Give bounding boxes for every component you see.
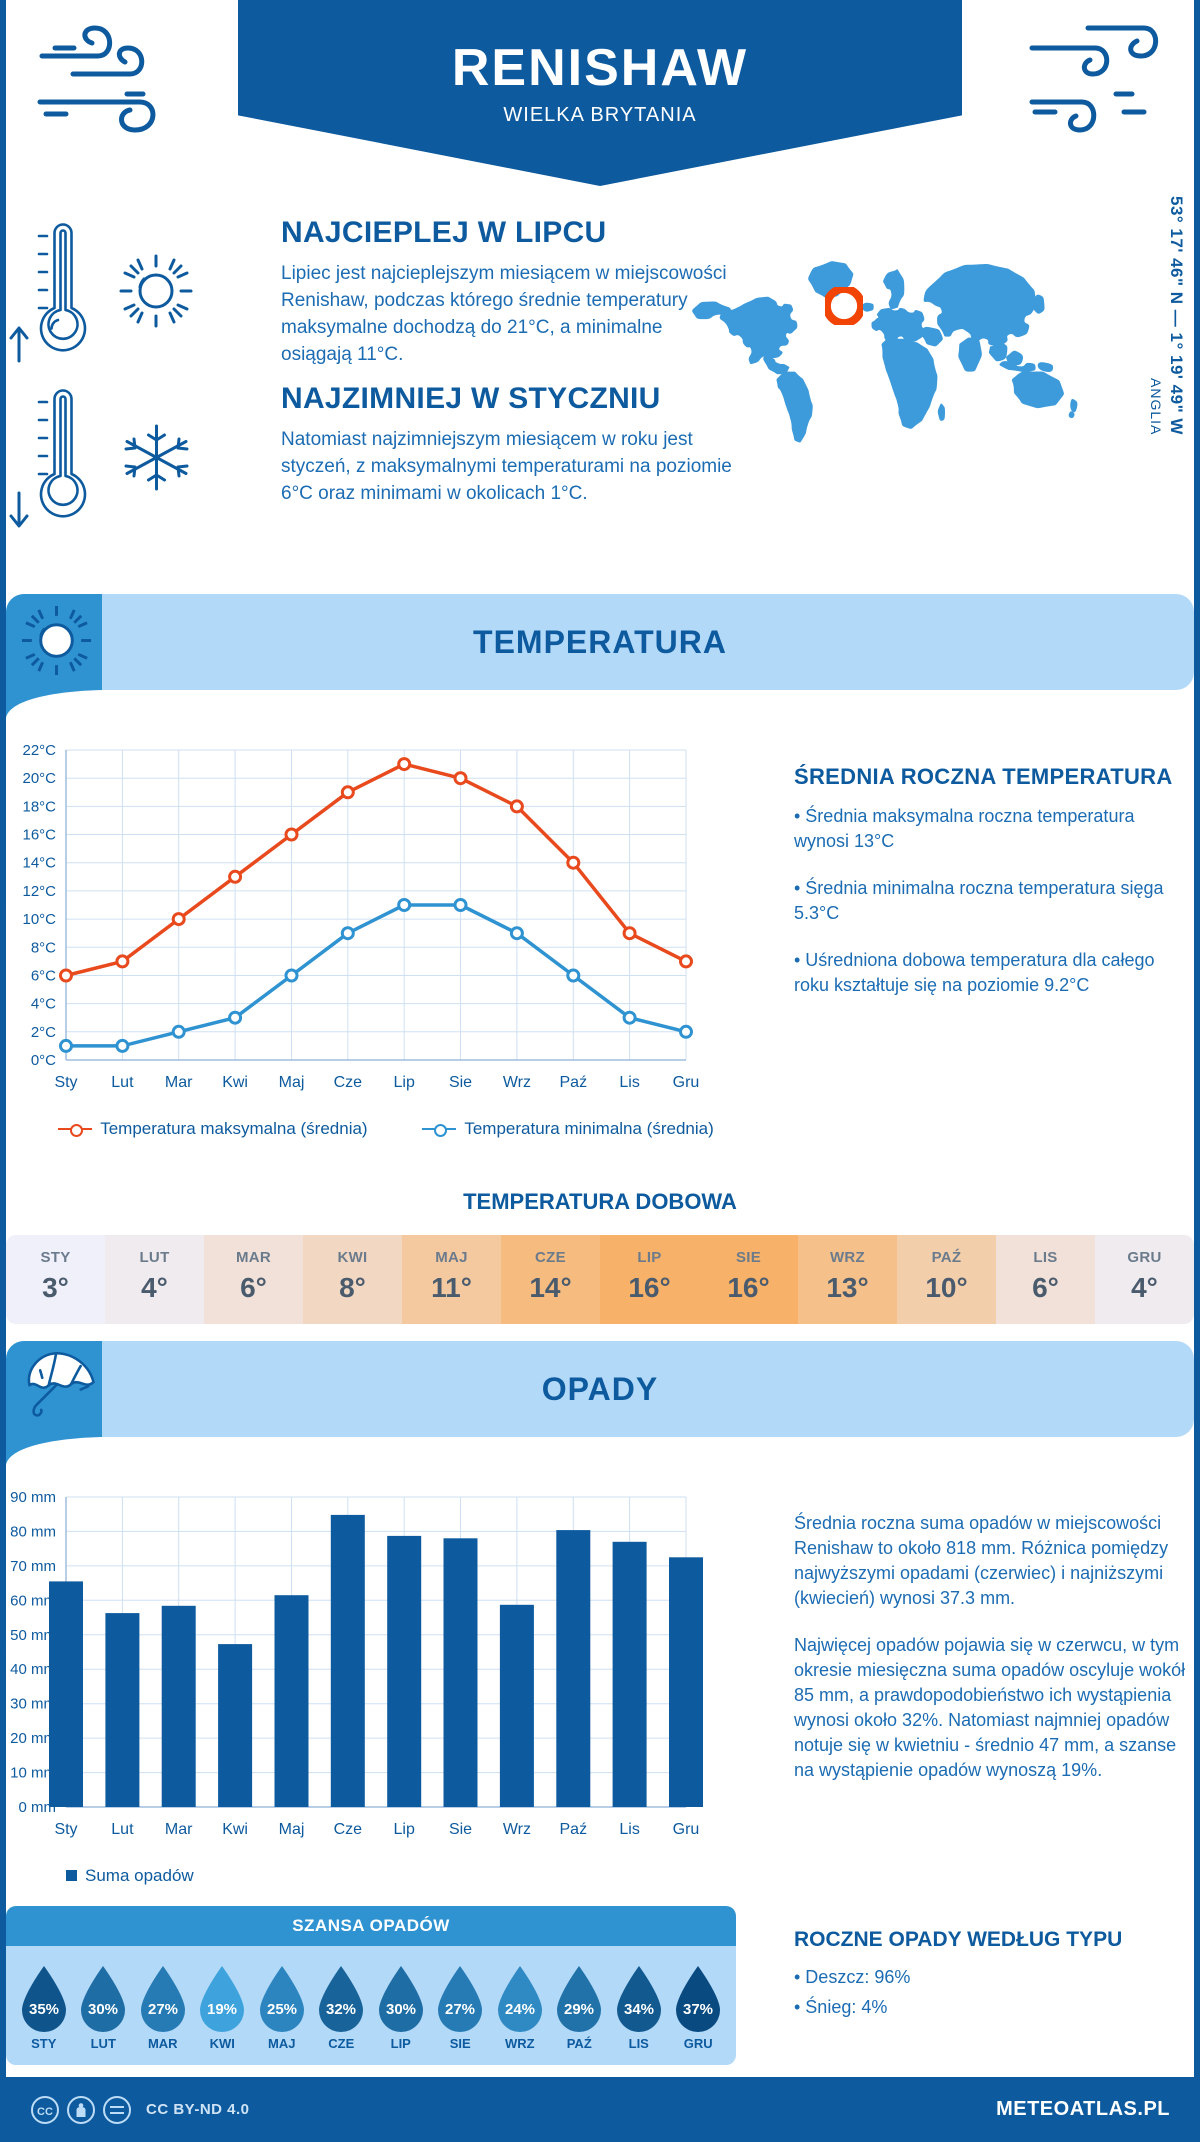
svg-text:Lut: Lut [111,1821,134,1838]
svg-text:Kwi: Kwi [222,1821,248,1838]
svg-text:Paź: Paź [560,1821,588,1838]
svg-text:30%: 30% [88,2001,118,2018]
svg-text:22°C: 22°C [22,742,56,759]
svg-text:8°C: 8°C [31,939,56,956]
svg-text:4°C: 4°C [31,996,56,1013]
svg-text:20°C: 20°C [22,770,56,787]
svg-text:29%: 29% [564,2001,594,2018]
svg-text:16°C: 16°C [22,827,56,844]
svg-text:90 mm: 90 mm [10,1489,56,1506]
svg-text:27%: 27% [445,2001,475,2018]
svg-text:Paź: Paź [560,1074,588,1091]
svg-text:CC: CC [37,2106,53,2118]
svg-text:Sie: Sie [449,1074,472,1091]
svg-text:10°C: 10°C [22,911,56,928]
svg-text:70 mm: 70 mm [10,1558,56,1575]
svg-text:Lip: Lip [394,1821,415,1838]
svg-text:Lis: Lis [619,1074,639,1091]
svg-text:Lis: Lis [619,1821,639,1838]
svg-text:Lut: Lut [111,1074,134,1091]
svg-text:24%: 24% [505,2001,535,2018]
svg-text:Gru: Gru [673,1821,700,1838]
svg-text:27%: 27% [148,2001,178,2018]
svg-text:Sie: Sie [449,1821,472,1838]
svg-text:Sty: Sty [54,1821,77,1838]
svg-text:32%: 32% [326,2001,356,2018]
svg-text:Cze: Cze [334,1074,363,1091]
svg-text:Sty: Sty [54,1074,77,1091]
svg-text:12°C: 12°C [22,883,56,900]
svg-text:80 mm: 80 mm [10,1523,56,1540]
svg-text:Maj: Maj [279,1074,305,1091]
svg-text:Lip: Lip [394,1074,415,1091]
svg-text:37%: 37% [683,2001,713,2018]
svg-text:Maj: Maj [279,1821,305,1838]
svg-text:2°C: 2°C [31,1024,56,1041]
svg-text:Mar: Mar [165,1074,193,1091]
svg-text:19%: 19% [207,2001,237,2018]
svg-text:0°C: 0°C [31,1052,56,1069]
svg-text:Cze: Cze [334,1821,363,1838]
svg-text:18°C: 18°C [22,798,56,815]
svg-text:34%: 34% [624,2001,654,2018]
svg-text:Wrz: Wrz [503,1074,531,1091]
svg-text:25%: 25% [267,2001,297,2018]
svg-text:Wrz: Wrz [503,1821,531,1838]
svg-text:30%: 30% [386,2001,416,2018]
svg-text:Gru: Gru [673,1074,700,1091]
svg-text:14°C: 14°C [22,855,56,872]
svg-text:Mar: Mar [165,1821,193,1838]
svg-text:35%: 35% [29,2001,59,2018]
svg-text:Kwi: Kwi [222,1074,248,1091]
svg-text:6°C: 6°C [31,968,56,985]
